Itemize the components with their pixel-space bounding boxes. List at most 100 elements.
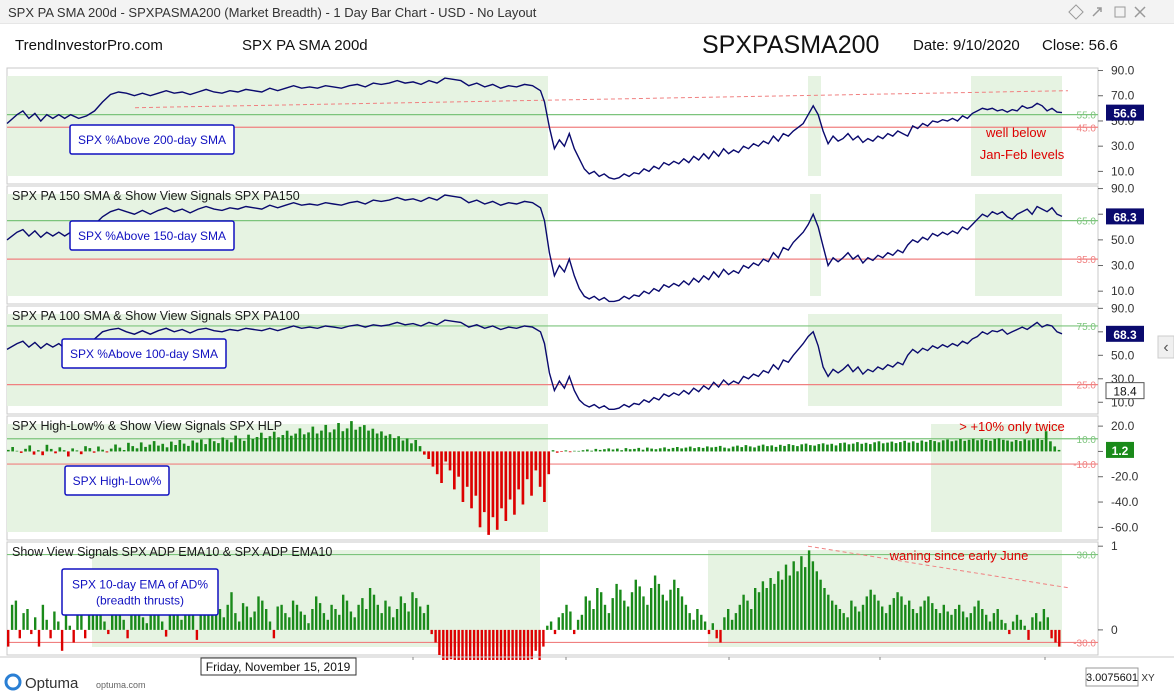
data-bar — [804, 567, 807, 630]
data-bar — [58, 447, 62, 452]
data-bar — [598, 449, 602, 452]
data-bar — [927, 596, 930, 630]
data-bar — [663, 447, 666, 452]
data-bar — [1031, 617, 1034, 630]
data-bar — [361, 598, 364, 630]
chevron-left-icon[interactable]: ‹ — [1163, 339, 1168, 356]
last-value-label: 68.3 — [1113, 210, 1137, 224]
data-bar — [946, 611, 949, 630]
data-bar — [569, 611, 572, 630]
last-value-tag — [1106, 325, 1144, 342]
data-bar — [954, 609, 957, 630]
data-bar — [892, 598, 895, 630]
data-bar — [299, 611, 302, 630]
data-bar — [861, 604, 865, 630]
lower-level-label: 45.0 — [1077, 123, 1097, 134]
data-bar — [54, 451, 57, 454]
data-bar — [67, 451, 70, 457]
data-bar — [547, 451, 551, 475]
data-bar — [811, 561, 815, 630]
lower-level-label: 25.0 — [1077, 381, 1097, 392]
data-bar — [1004, 623, 1007, 630]
data-bar — [826, 444, 829, 452]
data-bar — [431, 451, 435, 467]
last-value-tag — [1106, 441, 1134, 458]
data-bar — [207, 614, 210, 630]
data-bar — [877, 441, 881, 452]
data-bar — [984, 440, 988, 452]
data-bar — [153, 603, 156, 630]
data-bar — [234, 435, 237, 452]
data-bar — [730, 619, 734, 630]
data-bar — [318, 603, 322, 630]
data-bar — [474, 451, 478, 496]
data-bar — [667, 448, 671, 452]
data-bar — [584, 596, 587, 630]
data-bar — [576, 619, 580, 630]
data-bar — [787, 444, 791, 452]
data-bar — [76, 606, 79, 630]
data-bar — [831, 600, 834, 630]
annotation-text: > +10% only twice — [959, 419, 1065, 434]
data-bar — [84, 629, 87, 639]
data-bar — [405, 438, 409, 452]
data-bar — [127, 442, 130, 452]
data-bar — [701, 447, 705, 452]
side-panel-toggle[interactable] — [1157, 335, 1174, 359]
close-icon[interactable] — [1134, 6, 1146, 18]
data-bar — [754, 588, 757, 630]
y-tick-label: 30.0 — [1111, 139, 1135, 153]
data-bar — [445, 629, 449, 681]
restore-icon[interactable] — [1114, 6, 1126, 18]
data-bar — [37, 450, 40, 452]
data-bar — [34, 617, 37, 630]
data-bar — [748, 446, 752, 452]
panel-title: Show View Signals SPX ADP EMA10 & SPX AD… — [12, 545, 332, 559]
data-bar — [796, 571, 799, 630]
data-bar — [478, 451, 482, 528]
data-bar — [642, 596, 645, 630]
data-bar — [57, 621, 60, 630]
xy-toggle[interactable]: XY — [1141, 673, 1155, 684]
pin-icon[interactable] — [1092, 7, 1102, 17]
data-bar — [311, 426, 315, 452]
data-bar — [692, 619, 695, 630]
data-bar — [1036, 438, 1039, 452]
data-bar — [315, 596, 318, 630]
data-bar — [19, 451, 23, 453]
data-bar — [783, 445, 786, 452]
data-bar — [847, 444, 851, 452]
data-bar — [525, 451, 529, 480]
data-bar — [856, 442, 859, 452]
data-bar — [603, 604, 607, 630]
data-bar — [761, 444, 765, 452]
data-bar — [126, 629, 129, 639]
data-bar — [365, 609, 368, 630]
data-bar — [568, 451, 572, 453]
data-bar — [487, 451, 490, 535]
data-bar — [295, 604, 299, 630]
data-bar — [555, 451, 559, 453]
data-bar — [24, 448, 27, 452]
data-bar — [710, 447, 713, 452]
data-bar — [80, 613, 83, 630]
data-bar — [234, 613, 237, 630]
data-bar — [839, 443, 842, 452]
data-bar — [176, 609, 179, 630]
data-bar — [658, 448, 662, 452]
data-bar — [620, 450, 623, 452]
label-box-150-text: SPX %Above 150-day SMA — [78, 229, 226, 243]
data-bar — [1014, 440, 1018, 452]
data-bar — [302, 434, 306, 452]
data-bar — [929, 440, 932, 452]
data-bar — [838, 609, 842, 630]
diamond-icon[interactable] — [1068, 4, 1084, 20]
data-bar — [75, 450, 79, 452]
data-bar — [499, 629, 503, 687]
data-bar — [342, 594, 345, 630]
footer-bar — [0, 660, 1174, 694]
data-bar — [334, 609, 337, 630]
data-bar — [453, 451, 456, 490]
data-bar — [461, 629, 464, 672]
data-bar — [1027, 440, 1031, 452]
